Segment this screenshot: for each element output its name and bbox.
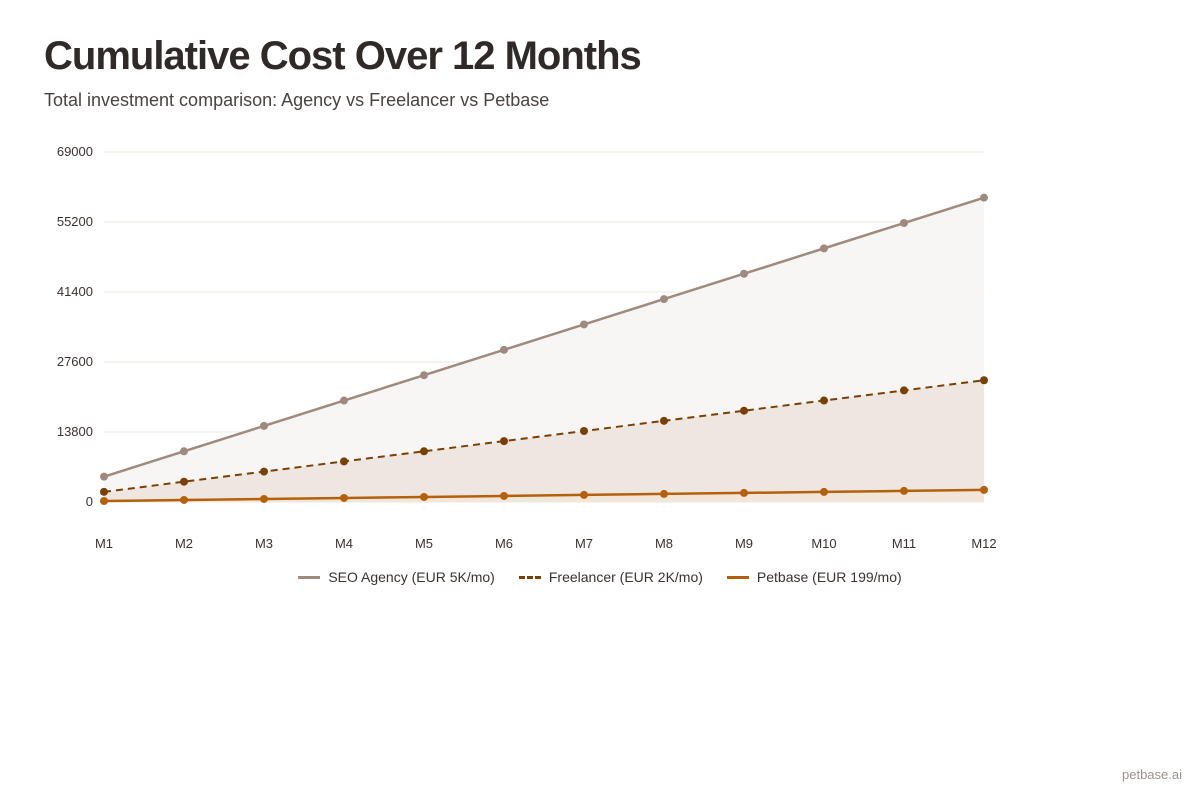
data-point: [740, 488, 748, 497]
data-point: [420, 371, 428, 380]
y-tick-label: 27600: [57, 354, 93, 369]
data-point: [500, 491, 508, 500]
series-area: [104, 380, 984, 502]
y-tick-label: 13800: [57, 424, 93, 439]
data-point: [980, 193, 988, 202]
data-point: [100, 487, 108, 496]
y-tick-label: 41400: [57, 284, 93, 299]
legend-label: Freelancer (EUR 2K/mo): [548, 569, 703, 585]
data-point: [660, 416, 668, 425]
data-point: [740, 269, 748, 278]
x-tick-label: M8: [655, 536, 673, 551]
chart-title: Cumulative Cost Over 12 Months: [44, 34, 642, 78]
legend-item[interactable]: SEO Agency (EUR 5K/mo): [298, 569, 495, 585]
data-point: [100, 472, 108, 481]
data-point: [820, 244, 828, 253]
data-point: [260, 494, 268, 503]
x-tick-label: M6: [495, 536, 513, 551]
x-tick-label: M2: [175, 536, 193, 551]
x-tick-label: M4: [335, 536, 353, 551]
x-tick-label: M11: [892, 536, 916, 551]
x-tick-label: M1: [95, 536, 113, 551]
y-tick-label: 55200: [57, 214, 93, 229]
x-tick-label: M10: [811, 536, 836, 551]
legend-label: Petbase (EUR 199/mo): [756, 569, 902, 585]
chart-subtitle: Total investment comparison: Agency vs F…: [44, 90, 550, 110]
x-tick-label: M3: [255, 536, 273, 551]
data-point: [660, 295, 668, 304]
data-point: [580, 490, 588, 499]
data-point: [180, 495, 188, 504]
data-point: [180, 447, 188, 456]
series-line: [103, 488, 985, 503]
data-point: [260, 421, 268, 430]
data-point: [500, 345, 508, 354]
data-point: [900, 486, 908, 495]
data-point: [180, 477, 188, 486]
legend-item[interactable]: Freelancer (EUR 2K/mo): [518, 569, 703, 585]
data-point: [980, 485, 988, 494]
data-point: [820, 396, 828, 405]
legend-swatch: [518, 575, 541, 579]
data-point: [820, 487, 828, 496]
legend-swatch: [726, 575, 749, 579]
data-point: [580, 426, 588, 435]
data-point: [340, 396, 348, 405]
x-tick-label: M5: [415, 536, 433, 551]
legend-swatch: [298, 575, 321, 579]
data-point: [900, 386, 908, 395]
y-tick-label: 0: [86, 494, 93, 509]
data-point: [980, 376, 988, 385]
data-point: [900, 219, 908, 228]
data-point: [340, 493, 348, 502]
data-point: [580, 320, 588, 329]
legend-label: SEO Agency (EUR 5K/mo): [328, 569, 495, 585]
data-point: [740, 406, 748, 415]
data-point: [100, 496, 108, 505]
series-line: [103, 196, 985, 478]
legend-item[interactable]: Petbase (EUR 199/mo): [726, 569, 902, 585]
legend: SEO Agency (EUR 5K/mo) Freelancer (EUR 2K…: [0, 569, 1200, 585]
x-tick-label: M9: [735, 536, 753, 551]
x-tick-label: M7: [575, 536, 593, 551]
brand-watermark: petbase.ai: [1122, 767, 1182, 782]
data-point: [420, 492, 428, 501]
data-point: [500, 437, 508, 446]
series-line: [103, 379, 985, 493]
data-point: [260, 467, 268, 476]
data-point: [660, 489, 668, 498]
y-tick-label: 69000: [57, 144, 93, 159]
data-point: [420, 447, 428, 456]
x-tick-label: M12: [971, 536, 996, 551]
data-point: [340, 457, 348, 466]
